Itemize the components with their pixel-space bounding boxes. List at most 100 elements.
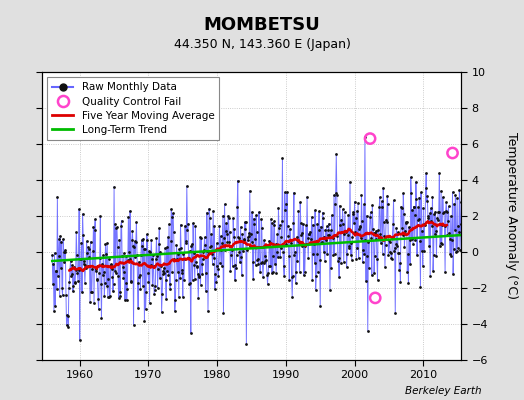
Point	[377, 240, 385, 246]
Point	[241, 219, 249, 225]
Point	[61, 247, 69, 254]
Point	[64, 285, 73, 292]
Point	[99, 272, 107, 278]
Point	[319, 215, 328, 221]
Point	[419, 205, 428, 211]
Point	[433, 215, 441, 221]
Point	[159, 268, 168, 274]
Point	[270, 218, 279, 224]
Point	[322, 223, 331, 230]
Point	[294, 208, 303, 214]
Point	[211, 271, 220, 278]
Point	[97, 281, 105, 288]
Point	[277, 245, 285, 252]
Point	[276, 254, 285, 260]
Point	[140, 246, 148, 252]
Point	[267, 270, 276, 277]
Point	[411, 212, 420, 218]
Point	[422, 170, 430, 176]
Point	[152, 235, 161, 241]
Point	[105, 256, 113, 262]
Point	[248, 259, 257, 266]
Point	[296, 199, 304, 206]
Point	[308, 214, 316, 220]
Point	[183, 227, 192, 234]
Point	[234, 177, 242, 184]
Point	[309, 222, 317, 228]
Point	[337, 216, 346, 223]
Point	[174, 251, 182, 258]
Point	[344, 232, 352, 239]
Point	[191, 276, 199, 282]
Point	[253, 256, 261, 263]
Point	[445, 230, 453, 236]
Point	[301, 268, 309, 275]
Point	[67, 258, 75, 264]
Point	[264, 270, 272, 276]
Point	[409, 203, 418, 210]
Point	[354, 200, 362, 206]
Point	[49, 260, 58, 267]
Point	[136, 286, 145, 292]
Point	[210, 223, 219, 229]
Point	[388, 256, 396, 262]
Point	[204, 250, 213, 256]
Point	[228, 247, 236, 253]
Point	[199, 249, 208, 255]
Point	[439, 194, 447, 200]
Point	[247, 238, 256, 245]
Point	[421, 222, 429, 228]
Point	[181, 222, 189, 229]
Point	[225, 239, 233, 245]
Point	[451, 192, 460, 198]
Point	[276, 222, 284, 228]
Point	[395, 267, 403, 273]
Point	[76, 255, 84, 262]
Point	[94, 296, 102, 302]
Point	[326, 227, 335, 234]
Point	[313, 221, 322, 227]
Point	[119, 275, 127, 281]
Point	[79, 211, 87, 217]
Point	[221, 201, 229, 207]
Point	[142, 288, 150, 295]
Point	[56, 233, 64, 239]
Point	[85, 246, 93, 252]
Point	[269, 252, 278, 259]
Point	[77, 256, 85, 262]
Point	[237, 253, 245, 260]
Point	[339, 206, 347, 213]
Point	[132, 219, 140, 225]
Point	[235, 249, 244, 256]
Point	[251, 236, 259, 242]
Point	[440, 209, 448, 215]
Point	[177, 245, 185, 251]
Point	[412, 179, 420, 185]
Point	[130, 244, 138, 250]
Point	[376, 231, 385, 238]
Point	[305, 231, 313, 237]
Point	[354, 255, 363, 262]
Point	[81, 262, 90, 268]
Point	[94, 306, 103, 313]
Point	[378, 250, 387, 257]
Point	[453, 245, 462, 251]
Point	[428, 194, 436, 200]
Point	[212, 240, 221, 246]
Point	[79, 232, 88, 238]
Point	[401, 228, 409, 234]
Point	[221, 247, 230, 253]
Point	[128, 228, 137, 234]
Point	[146, 248, 155, 255]
Point	[352, 256, 361, 262]
Point	[327, 265, 335, 271]
Point	[215, 222, 224, 229]
Point	[55, 236, 63, 242]
Point	[231, 261, 239, 268]
Point	[429, 268, 437, 274]
Point	[176, 275, 184, 282]
Point	[346, 178, 354, 185]
Point	[214, 272, 223, 279]
Point	[66, 266, 74, 272]
Point	[70, 264, 78, 270]
